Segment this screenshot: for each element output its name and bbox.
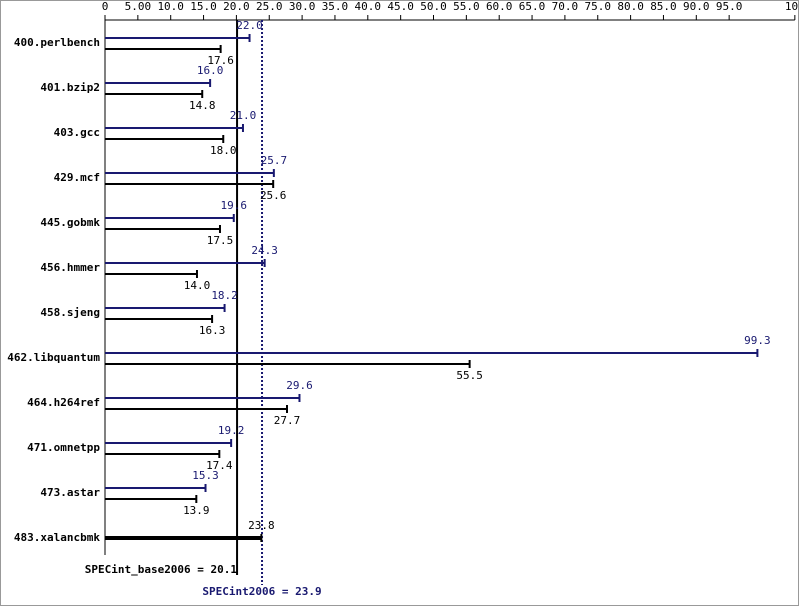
peak-summary-label: SPECint2006 = 23.9 xyxy=(202,585,321,598)
value-label: 17.6 xyxy=(207,54,234,67)
category-label: 400.perlbench xyxy=(14,36,100,49)
value-label: 25.6 xyxy=(260,189,287,202)
category-label: 464.h264ref xyxy=(27,396,100,409)
x-tick-label: 25.0 xyxy=(256,0,283,13)
x-tick-label: 15.0 xyxy=(190,0,217,13)
x-tick-label: 30.0 xyxy=(289,0,316,13)
x-tick-label: 65.0 xyxy=(519,0,546,13)
x-tick-label: 90.0 xyxy=(683,0,710,13)
value-label: 14.8 xyxy=(189,99,216,112)
value-label: 29.6 xyxy=(286,379,313,392)
value-label: 17.4 xyxy=(206,459,233,472)
x-tick-label: 105 xyxy=(785,0,799,13)
value-label: 25.7 xyxy=(261,154,288,167)
x-tick-label: 45.0 xyxy=(387,0,414,13)
x-tick-label: 20.0 xyxy=(223,0,250,13)
category-label: 456.hmmer xyxy=(40,261,100,274)
x-tick-label: 95.0 xyxy=(716,0,743,13)
category-label: 458.sjeng xyxy=(40,306,100,319)
x-tick-label: 75.0 xyxy=(585,0,612,13)
category-label: 403.gcc xyxy=(54,126,100,139)
x-tick-label: 0 xyxy=(102,0,109,13)
value-label: 22.0 xyxy=(236,19,263,32)
value-label: 16.0 xyxy=(197,64,224,77)
value-label: 16.3 xyxy=(199,324,226,337)
x-tick-label: 35.0 xyxy=(322,0,349,13)
x-tick-label: 5.00 xyxy=(125,0,152,13)
value-label: 21.0 xyxy=(230,109,257,122)
value-label: 27.7 xyxy=(274,414,301,427)
value-label: 18.0 xyxy=(210,144,237,157)
x-tick-label: 85.0 xyxy=(650,0,677,13)
x-tick-label: 70.0 xyxy=(552,0,579,13)
category-label: 429.mcf xyxy=(54,171,100,184)
value-label: 19.6 xyxy=(221,199,248,212)
x-tick-label: 80.0 xyxy=(617,0,644,13)
x-tick-label: 40.0 xyxy=(355,0,382,13)
x-tick-label: 60.0 xyxy=(486,0,513,13)
value-label: 15.3 xyxy=(192,469,219,482)
value-label: 14.0 xyxy=(184,279,211,292)
x-tick-label: 10.0 xyxy=(157,0,184,13)
category-label: 473.astar xyxy=(40,486,100,499)
value-label: 18.2 xyxy=(211,289,238,302)
value-label: 17.5 xyxy=(207,234,234,247)
value-label: 23.8 xyxy=(248,519,275,532)
category-label: 471.omnetpp xyxy=(27,441,100,454)
value-label: 99.3 xyxy=(744,334,771,347)
value-label: 55.5 xyxy=(456,369,483,382)
category-label: 445.gobmk xyxy=(40,216,100,229)
value-label: 19.2 xyxy=(218,424,245,437)
value-label: 24.3 xyxy=(251,244,278,257)
value-label: 13.9 xyxy=(183,504,210,517)
base-summary-label: SPECint_base2006 = 20.1 xyxy=(85,563,238,576)
category-label: 401.bzip2 xyxy=(40,81,100,94)
x-tick-label: 50.0 xyxy=(420,0,447,13)
x-tick-label: 55.0 xyxy=(453,0,480,13)
category-label: 483.xalancbmk xyxy=(14,531,100,544)
category-label: 462.libquantum xyxy=(7,351,100,364)
